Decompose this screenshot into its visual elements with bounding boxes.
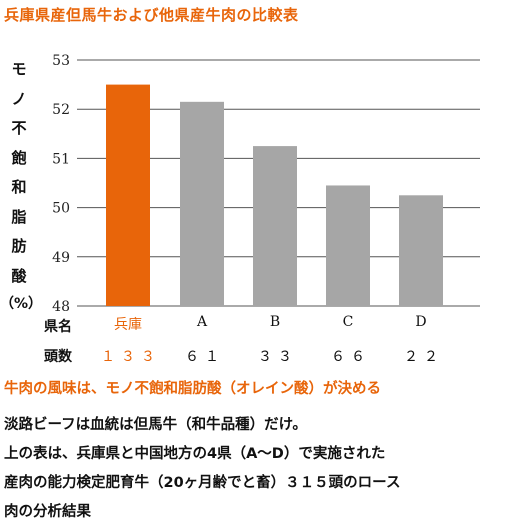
head-count-label: ６１ xyxy=(185,349,225,365)
y-axis-label-char: ノ xyxy=(11,89,27,108)
bar xyxy=(399,195,443,306)
y-axis-label-char: モ xyxy=(11,60,27,78)
category-label: 兵庫 xyxy=(114,317,142,333)
category-label: B xyxy=(269,314,281,330)
subheading: 牛肉の風味は、モノ不飽和脂肪酸（オレイン酸）が決める xyxy=(4,381,381,397)
bar xyxy=(180,101,224,306)
y-axis-unit: （%） xyxy=(0,296,43,312)
head-count-label: ２２ xyxy=(404,349,444,365)
category-label: C xyxy=(342,314,354,330)
paragraph-line: 上の表は、兵庫県と中国地方の4県（A～D）で実施された xyxy=(4,446,386,462)
y-axis-label-char: 和 xyxy=(11,178,27,196)
y-tick-label: 51 xyxy=(52,151,70,167)
y-tick-label: 50 xyxy=(52,201,70,217)
bar xyxy=(326,185,370,306)
y-axis-label-char: 肪 xyxy=(11,237,27,255)
chart-title: 兵庫県産但馬牛および他県産牛肉の比較表 xyxy=(4,6,299,24)
row-label-prefecture: 県名 xyxy=(44,319,72,335)
y-tick-label: 49 xyxy=(52,250,70,266)
paragraph-line: 肉の分析結果 xyxy=(4,504,91,520)
y-axis-label-char: 飽 xyxy=(11,148,27,167)
bar-chart: 53 52 51 50 49 48 xyxy=(52,53,480,315)
head-count-label: ３３ xyxy=(258,349,298,365)
y-tick-label: 52 xyxy=(52,102,70,118)
bar xyxy=(106,84,150,306)
y-axis-label-char: 不 xyxy=(11,119,27,137)
y-axis-label: モ ノ 不 飽 和 脂 肪 酸 xyxy=(6,55,32,291)
y-tick-label: 48 xyxy=(52,299,70,315)
bar xyxy=(253,146,297,306)
paragraph-line: 淡路ビーフは血統は但馬牛（和牛品種）だけ。 xyxy=(4,417,307,433)
y-axis-label-char: 酸 xyxy=(11,266,27,285)
head-count-label: ６６ xyxy=(331,349,371,365)
y-axis-label-char: 脂 xyxy=(11,207,27,226)
head-count-label: １３３ xyxy=(101,349,161,365)
category-label: D xyxy=(415,314,427,330)
row-label-head-count: 頭数 xyxy=(44,349,72,365)
y-tick-label: 53 xyxy=(52,53,70,69)
paragraph-line: 産肉の能力検定肥育牛（20ヶ月齢でと畜）３１５頭のロース xyxy=(4,475,401,491)
category-label: A xyxy=(196,314,208,330)
